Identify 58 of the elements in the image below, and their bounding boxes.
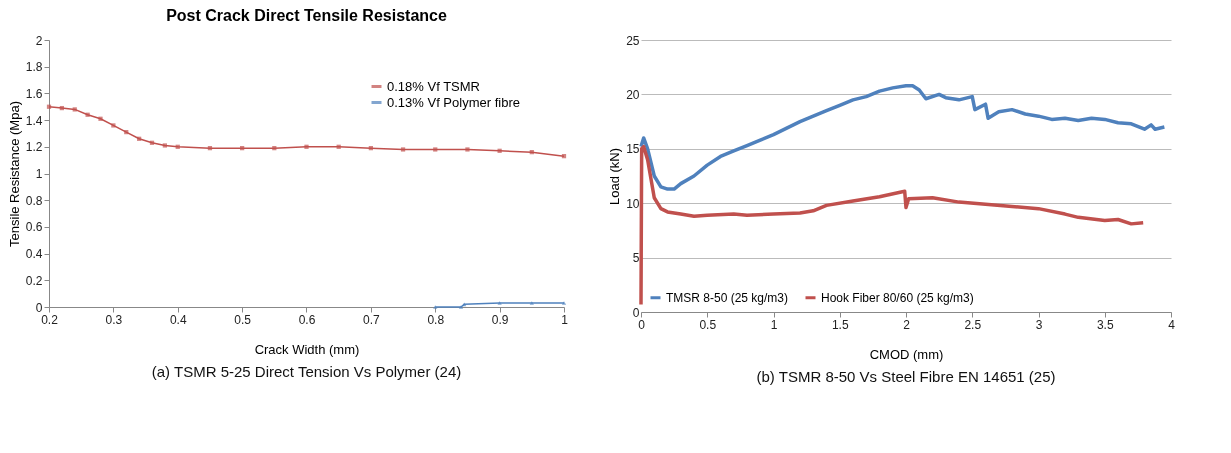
y-tick-label: 1.2 <box>25 140 43 155</box>
point <box>304 144 309 149</box>
x-tick-label: 0.7 <box>363 312 381 327</box>
line-series <box>639 83 1167 191</box>
line-series <box>639 144 1145 307</box>
x-tick-label: 1.5 <box>831 317 849 332</box>
x-tick-label: 0.4 <box>169 312 187 327</box>
y-tick-label: 25 <box>626 33 640 48</box>
x-axis-title: Crack Width (mm) <box>254 341 360 357</box>
y-tick-label: 0.4 <box>25 247 43 262</box>
x-tick-label: 0.3 <box>105 312 123 327</box>
point <box>561 301 567 305</box>
y-tick-label: 1.8 <box>25 60 43 75</box>
y-axis-title: Load (kN) <box>607 147 623 206</box>
y-tick-label: 0.6 <box>25 220 43 235</box>
x-tick-label: 3 <box>1035 317 1043 332</box>
x-tick-label: 1 <box>561 312 569 327</box>
y-tick-label: 0 <box>35 300 43 315</box>
y-tick-label: 1.6 <box>25 86 43 101</box>
point <box>465 147 470 152</box>
point <box>529 301 534 305</box>
point <box>433 147 438 152</box>
legend-label: 0.18% Vf TSMR <box>387 78 480 94</box>
x-tick-label: 1 <box>770 317 778 332</box>
x-tick-label: 4 <box>1168 317 1176 332</box>
x-tick-label: 2 <box>903 317 911 332</box>
y-axis-title: Tensile Resistance (Mpa) <box>6 101 22 247</box>
point <box>433 305 438 309</box>
point <box>400 147 406 152</box>
point <box>497 301 502 305</box>
legend-label: 0.13% Vf Polymer fibre <box>387 94 520 110</box>
y-tick-label: 0.8 <box>25 193 43 208</box>
point <box>98 116 103 121</box>
chart-title: Post Crack Direct Tensile Resistance <box>166 7 447 24</box>
point <box>162 143 167 148</box>
x-tick-label: 0.5 <box>234 312 252 327</box>
point <box>72 107 77 112</box>
x-tick-label: 0.9 <box>491 312 509 327</box>
x-tick-label: 0.5 <box>699 317 717 332</box>
legend-label: TMSR 8-50 (25 kg/m3) <box>666 290 789 305</box>
point <box>458 305 464 309</box>
x-tick-label: 0.8 <box>427 312 445 327</box>
y-tick-label: 10 <box>626 196 640 211</box>
text: (b) TSMR 8-50 Vs Steel Fibre EN 14651 (25) <box>756 368 1056 385</box>
x-tick-label: 2.5 <box>964 317 982 332</box>
point <box>111 123 116 128</box>
y-tick-label: 2 <box>35 33 43 48</box>
x-tick-label: 0.6 <box>298 312 316 327</box>
y-tick-label: 0.2 <box>25 273 43 288</box>
y-tick-label: 1 <box>35 167 43 181</box>
x-tick-label: 3.5 <box>1096 317 1114 332</box>
y-tick-label: 20 <box>626 87 640 102</box>
x-axis-title: CMOD (mm) <box>869 346 944 362</box>
y-tick-label: 15 <box>626 142 640 157</box>
legend-label: Hook Fiber 80/60 (25 kg/m3) <box>821 290 974 305</box>
y-tick-label: 1.4 <box>25 113 43 128</box>
y-tick-label: 5 <box>632 251 640 266</box>
text: (a) TSMR 5-25 Direct Tension Vs Polymer (24) <box>151 363 462 380</box>
